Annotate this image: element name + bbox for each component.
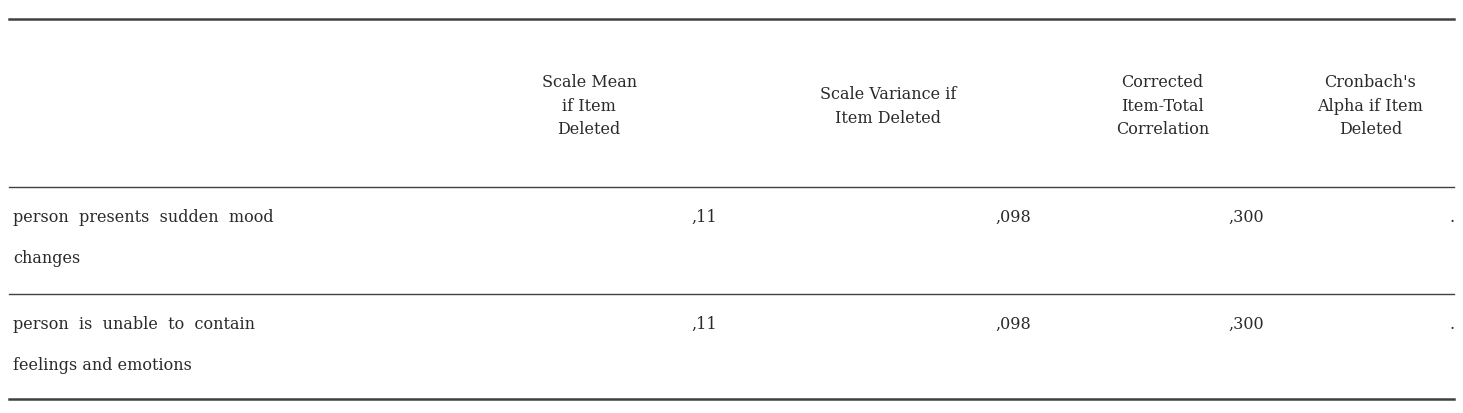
Text: person  is  unable  to  contain: person is unable to contain bbox=[13, 315, 255, 332]
Text: changes: changes bbox=[13, 249, 80, 266]
Text: Scale Variance if
Item Deleted: Scale Variance if Item Deleted bbox=[821, 86, 957, 126]
Text: Scale Mean
if Item
Deleted: Scale Mean if Item Deleted bbox=[541, 74, 636, 138]
Text: feelings and emotions: feelings and emotions bbox=[13, 356, 192, 373]
Text: Cronbach's
Alpha if Item
Deleted: Cronbach's Alpha if Item Deleted bbox=[1317, 74, 1423, 138]
Text: Corrected
Item-Total
Correlation: Corrected Item-Total Correlation bbox=[1116, 74, 1208, 138]
Text: ,098: ,098 bbox=[995, 315, 1031, 332]
Text: person  presents  sudden  mood: person presents sudden mood bbox=[13, 208, 274, 225]
Text: ,300: ,300 bbox=[1229, 315, 1264, 332]
Text: .: . bbox=[1450, 315, 1454, 332]
Text: ,098: ,098 bbox=[995, 208, 1031, 225]
Text: ,11: ,11 bbox=[692, 315, 717, 332]
Text: .: . bbox=[1450, 208, 1454, 225]
Text: ,300: ,300 bbox=[1229, 208, 1264, 225]
Text: ,11: ,11 bbox=[692, 208, 717, 225]
